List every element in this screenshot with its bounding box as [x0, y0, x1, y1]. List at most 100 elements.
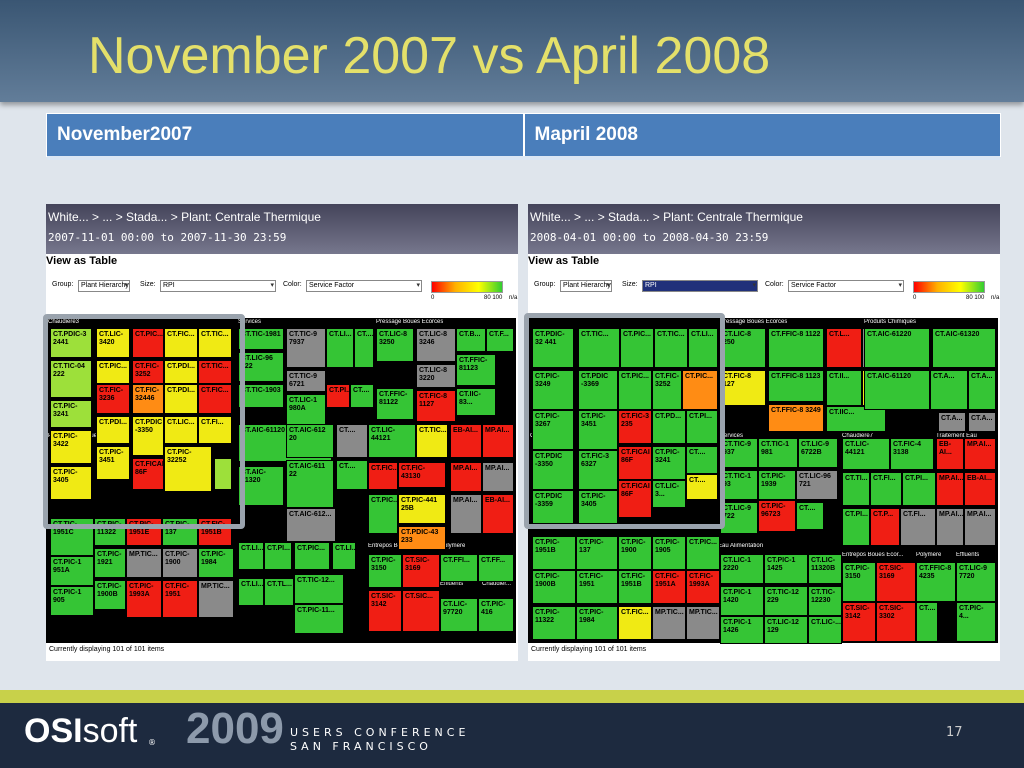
tile-mp-ai[interactable]: MP.AI...: [936, 472, 964, 506]
tile-ct-a[interactable]: CT.A...: [930, 370, 968, 410]
tile-ct-tic-9-6721[interactable]: CT.TIC-9 6721: [286, 370, 326, 392]
tile-ct-pdic-3350[interactable]: CT.PDIC -3350: [532, 450, 574, 490]
tile-ct[interactable]: CT....: [354, 328, 374, 368]
tile-ct-tic[interactable]: CT.TIC...: [198, 328, 232, 358]
tile-ct-b[interactable]: CT.B...: [456, 328, 486, 352]
tile-ct-pic-1-1420[interactable]: CT.PIC-1 1420: [720, 586, 764, 616]
tile-ct[interactable]: CT....: [350, 384, 374, 408]
tile-ct-lic-96-722[interactable]: CT.LIC-96 722: [238, 352, 284, 382]
tile-ct-fi[interactable]: CT.FI...: [900, 508, 936, 546]
tile-ct-lic-96-721[interactable]: CT.LIC-96 721: [796, 470, 838, 500]
tile-ct-pic-3241[interactable]: CT.PIC-3241: [50, 400, 92, 428]
tile-ct-f[interactable]: CT.F...: [486, 328, 514, 352]
tile-ct-pic-3405[interactable]: CT.PIC-3405: [50, 466, 92, 500]
tile-ct-pic-416[interactable]: CT.PIC- 416: [478, 598, 514, 632]
tile-ct-fic-1951b[interactable]: CT.FIC- 1951B: [618, 570, 652, 604]
tile-ct-aic-611-22[interactable]: CT.AIC-611 22: [286, 460, 334, 508]
tile-ct-pi[interactable]: CT.PI...: [842, 508, 870, 546]
group-select[interactable]: Plant Hierarchy: [560, 280, 612, 292]
tile-ct-aic-612[interactable]: CT.AIC-612...: [286, 508, 336, 542]
tile-ct-ffic-8-1123[interactable]: CT.FFIC-8 1123: [768, 370, 824, 402]
tile-ct-tic-12230[interactable]: CT.TIC- 12230: [808, 586, 842, 616]
tile-ct-pic[interactable]: CT.PIC...: [294, 542, 330, 570]
tile-ct-ffic-81123[interactable]: CT.FFIC- 81123: [456, 354, 496, 386]
tile-ct-li[interactable]: CT.LI...: [332, 542, 356, 570]
size-select[interactable]: RPI: [642, 280, 758, 292]
tile-mp-tic[interactable]: MP.TIC...: [126, 548, 162, 578]
tile-ct-sic-3142[interactable]: CT.SIC- 3142: [842, 602, 876, 642]
view-as-table-link[interactable]: View as Table: [46, 255, 118, 267]
tile-ct-pic-3150[interactable]: CT.PIC- 3150: [368, 554, 402, 588]
tile-ct-pic-1951b[interactable]: CT.PIC- 1951B: [532, 536, 576, 570]
tile-ct-pic-1-951a[interactable]: CT.PIC-1 951A: [50, 556, 94, 586]
tile-ct-pic-1900[interactable]: CT.PIC- 1900: [618, 536, 652, 570]
tile-ct[interactable]: CT....: [796, 502, 824, 530]
tile-ct-lic-44121[interactable]: CT.LIC-44121: [368, 424, 416, 458]
tile-ct-pdic-3369[interactable]: CT.PDIC -3369: [578, 370, 618, 410]
tile-ct-lic[interactable]: CT.LIC...: [164, 416, 198, 444]
breadcrumb[interactable]: White... > ... > Stada... > Plant: Centr…: [48, 210, 321, 224]
tile-ct-fic[interactable]: CT.FIC...: [198, 384, 232, 414]
tile-ct-aic-612-20[interactable]: CT.AIC-612 20: [286, 424, 334, 458]
tile-ct-pic-3405[interactable]: CT.PIC- 3405: [578, 490, 618, 524]
tile-ct-a[interactable]: CT.A...: [938, 412, 966, 432]
tile-ct-sic-3302[interactable]: CT.SIC- 3302: [876, 602, 916, 642]
tile-ct-li[interactable]: CT.LI...: [326, 328, 354, 368]
tile-ct-ficai-86f[interactable]: CT.FICAI 86F: [618, 480, 652, 518]
tile-ct-fic[interactable]: CT.FIC...: [164, 328, 198, 358]
tile-ct-lic-3420[interactable]: CT.LIC- 3420: [96, 328, 130, 358]
tile-ct-sic-3142[interactable]: CT.SIC- 3142: [368, 590, 402, 632]
tile-ct-iic-83[interactable]: CT.IIC-83...: [456, 388, 496, 416]
tile-ct-fic-4-3138[interactable]: CT.FIC-4 3138: [890, 438, 934, 470]
tile-ct-pdic-3350[interactable]: CT.PDIC -3350: [132, 416, 164, 456]
tile-ct-ffic-8-4235[interactable]: CT.FFIC-8 4235: [916, 562, 956, 602]
tile-mp-tic[interactable]: MP.TIC...: [198, 580, 234, 618]
tile-mp-ai[interactable]: MP.AI...: [450, 494, 482, 534]
tile-ct-pic[interactable]: CT.PIC...: [96, 360, 130, 384]
tile-ct-ff[interactable]: CT.FF...: [478, 554, 514, 582]
tile-ct-p[interactable]: CT.P...: [870, 508, 900, 546]
tile-ct-tic[interactable]: CT.TIC...: [198, 360, 232, 384]
group-select[interactable]: Plant Hierarchy: [78, 280, 130, 292]
tile-ct-fic-1951[interactable]: CT.FIC- 1951: [162, 580, 198, 618]
tile-ct-pic[interactable]: CT.PIC...: [132, 328, 164, 358]
tile-ct-pic[interactable]: CT.PIC...: [620, 328, 654, 368]
tile-ct-lic-44121[interactable]: CT.LIC-44121: [842, 438, 890, 470]
tile-ct-pic-3451[interactable]: CT.PIC- 3451: [578, 410, 618, 450]
tile-mp-ai[interactable]: MP.AI...: [964, 438, 996, 470]
tile-ct-lic-3[interactable]: CT.LIC-3...: [652, 480, 686, 508]
tile-ct-fic-1993a[interactable]: CT.FIC- 1993A: [686, 570, 720, 604]
tile-ct-tl[interactable]: CT.TL...: [264, 578, 294, 606]
tile-ct[interactable]: CT....: [336, 460, 368, 490]
tile-ct-fic[interactable]: CT.FIC...: [618, 606, 652, 640]
tile-ct-ii[interactable]: CT.II...: [826, 370, 862, 406]
tile-ct-lic-97720[interactable]: CT.LIC- 97720: [440, 598, 478, 632]
tile-ct-pic-4[interactable]: CT.PIC-4...: [956, 602, 996, 642]
tile-ct-pic-1900b[interactable]: CT.PIC- 1900B: [532, 570, 576, 604]
tile-ct-pic-1905[interactable]: CT.PIC- 1905: [652, 536, 686, 570]
tile-ct-pic[interactable]: CT.PIC...: [618, 370, 652, 410]
tile-ct-li[interactable]: CT.LI...: [238, 542, 264, 570]
tile-ct-a[interactable]: CT.A...: [968, 370, 996, 410]
tile-ct-fic-1951[interactable]: CT.FIC- 1951: [576, 570, 618, 604]
tile-ct[interactable]: CT....: [686, 474, 718, 500]
tile-ct-tic-04-222[interactable]: CT.TIC-04 222: [50, 360, 92, 398]
tile-ct-lic-12-129[interactable]: CT.LIC-12 129: [764, 616, 808, 644]
tile-mp-ai[interactable]: MP.AI...: [936, 508, 964, 546]
tile-ct-lic-8-3220[interactable]: CT.LIC-8 3220: [416, 364, 456, 388]
tile-ct-pi[interactable]: CT.PI...: [326, 384, 350, 408]
tile-ct-ffic-8-3249[interactable]: CT.FFIC-8 3249: [768, 404, 824, 432]
tile-ct-pdic-3-2441[interactable]: CT.PDIC-3 2441: [50, 328, 92, 358]
breadcrumb[interactable]: White... > ... > Stada... > Plant: Centr…: [530, 210, 803, 224]
tile-eb-ai[interactable]: EB-AI...: [936, 438, 964, 470]
tile-mp-ai[interactable]: MP.AI...: [482, 462, 514, 492]
tile-ct-pic-11322[interactable]: CT.PIC- 11322: [532, 606, 576, 640]
tile-eb-ai[interactable]: EB-AI...: [964, 472, 996, 506]
tile-ct-fic[interactable]: CT.FIC...: [368, 462, 398, 490]
tile-ct-lic-8-250[interactable]: CT.LIC-8 250: [720, 328, 766, 368]
tile-ct-pic[interactable]: CT.PIC...: [686, 536, 720, 570]
tile-ct-pdic-43-233[interactable]: CT.PDIC-43 233: [398, 526, 446, 550]
tile-ct-fi[interactable]: CT.FI...: [870, 472, 902, 506]
tile-ct-pic-1984[interactable]: CT.PIC- 1984: [198, 548, 234, 578]
tile-ct-lic-8-3250[interactable]: CT.LIC-8 3250: [376, 328, 414, 362]
